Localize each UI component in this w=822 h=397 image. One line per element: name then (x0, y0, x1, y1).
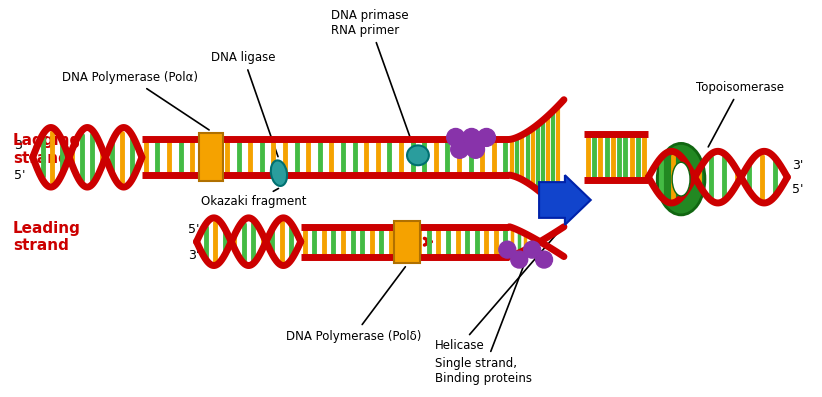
FancyArrow shape (539, 175, 591, 225)
Text: 5': 5' (187, 223, 199, 236)
Text: 5': 5' (792, 183, 803, 196)
Circle shape (450, 141, 469, 158)
Text: 3': 3' (14, 139, 25, 152)
Circle shape (446, 129, 464, 146)
Circle shape (499, 241, 515, 258)
Ellipse shape (270, 160, 287, 186)
Text: DNA Polymerase (Polδ): DNA Polymerase (Polδ) (286, 267, 421, 343)
Text: Leading
strand: Leading strand (13, 220, 81, 253)
Circle shape (478, 129, 496, 146)
Text: 3': 3' (188, 249, 199, 262)
Circle shape (524, 241, 541, 258)
Text: 3': 3' (792, 159, 803, 172)
Ellipse shape (672, 162, 690, 196)
Text: Okazaki fragment: Okazaki fragment (201, 189, 307, 208)
Circle shape (463, 129, 481, 146)
Circle shape (467, 141, 484, 158)
Text: 5': 5' (14, 169, 25, 182)
Circle shape (510, 251, 528, 268)
Text: Lagging
strand: Lagging strand (13, 133, 81, 166)
Bar (200, 133, 224, 181)
Text: Helicase: Helicase (435, 222, 567, 353)
Circle shape (536, 251, 552, 268)
Text: Single strand,
Binding proteins: Single strand, Binding proteins (435, 259, 532, 385)
Text: Topoisomerase: Topoisomerase (696, 81, 784, 147)
Text: DNA Polymerase (Polα): DNA Polymerase (Polα) (62, 71, 209, 130)
Ellipse shape (407, 145, 429, 165)
Bar (394, 221, 420, 262)
Text: DNA ligase: DNA ligase (211, 52, 278, 157)
Text: DNA primase
RNA primer: DNA primase RNA primer (330, 9, 412, 143)
Ellipse shape (658, 143, 705, 215)
